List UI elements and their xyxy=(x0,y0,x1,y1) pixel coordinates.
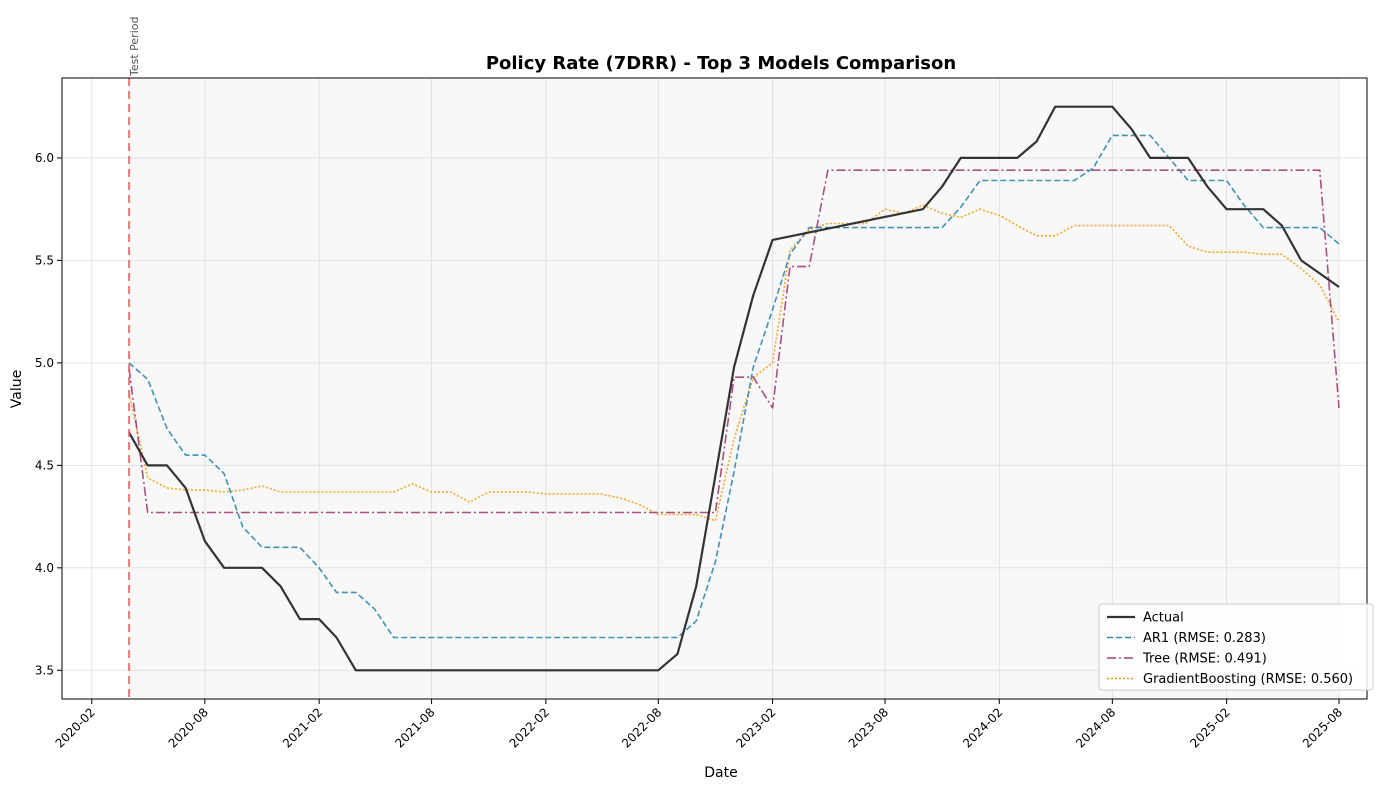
x-axis: 2020-02 2020-08 2021-02 2021-08 2022-02 2022-… xyxy=(53,699,1345,751)
series-lines xyxy=(128,105,1340,672)
x-tick-label: 2021-02 xyxy=(280,705,325,750)
legend: Actual AR1 (RMSE: 0.283) Tree (RMSE: 0.491… xyxy=(1098,603,1374,691)
x-tick-label: 2025-08 xyxy=(1300,705,1345,750)
y-tick-label: 4.0 xyxy=(35,561,54,575)
legend-label: AR1 (RMSE: 0.283) xyxy=(1143,631,1266,646)
test-period-label: Test Period xyxy=(128,17,141,77)
legend-label: GradientBoosting (RMSE: 0.560) xyxy=(1143,672,1353,687)
x-tick-label: 2025-02 xyxy=(1187,705,1232,750)
x-tick-label: 2021-08 xyxy=(392,705,437,750)
x-tick-label: 2022-02 xyxy=(507,705,552,750)
plot-frame xyxy=(61,77,1368,700)
series-line-gradientboosting xyxy=(128,204,1340,522)
x-tick-label: 2020-08 xyxy=(166,705,211,750)
series-line-ar1 xyxy=(128,134,1340,639)
y-tick-label: 6.0 xyxy=(35,151,54,165)
legend-label: Tree (RMSE: 0.491) xyxy=(1142,652,1267,667)
x-axis-title: Date xyxy=(704,765,737,781)
series-line-tree xyxy=(128,169,1340,514)
y-tick-label: 4.5 xyxy=(35,458,54,472)
grid-lines xyxy=(62,78,1367,699)
y-tick-label: 5.0 xyxy=(35,356,54,370)
x-tick-label: 2023-08 xyxy=(846,705,891,750)
x-tick-label: 2023-02 xyxy=(733,705,778,750)
y-axis: 3.5 4.0 4.5 5.0 5.5 6.0 xyxy=(35,151,62,677)
test-period-shading xyxy=(129,78,1340,699)
x-tick-label: 2020-02 xyxy=(53,705,98,750)
y-axis-title: Value xyxy=(9,370,25,408)
chart-title: Policy Rate (7DRR) - Top 3 Models Compar… xyxy=(486,53,956,74)
legend-box xyxy=(1098,603,1374,691)
y-tick-label: 3.5 xyxy=(35,663,54,677)
x-tick-label: 2024-02 xyxy=(960,705,1005,750)
series-line-actual xyxy=(128,105,1340,672)
y-tick-label: 5.5 xyxy=(35,253,54,267)
x-tick-label: 2022-08 xyxy=(619,705,664,750)
x-tick-label: 2024-08 xyxy=(1073,705,1118,750)
legend-label: Actual xyxy=(1143,611,1184,626)
